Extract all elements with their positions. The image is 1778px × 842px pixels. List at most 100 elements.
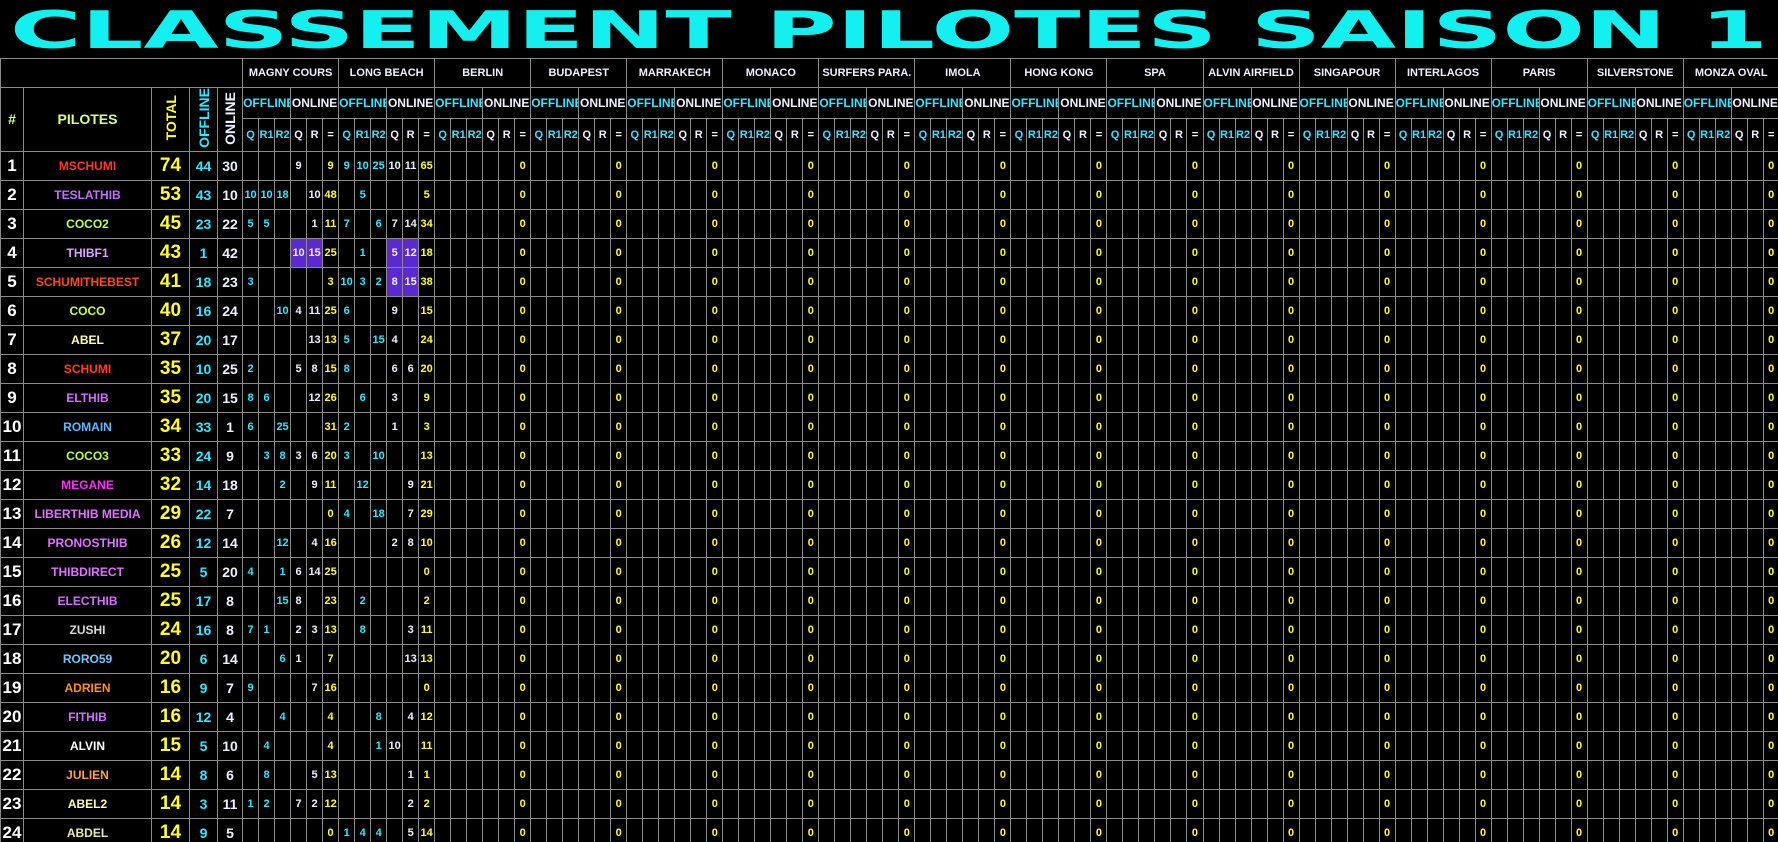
race-result: [1202, 208, 1220, 239]
race-result: [1426, 817, 1444, 842]
race-result: [866, 440, 884, 471]
race-result: [946, 266, 964, 297]
race-result: [1250, 179, 1268, 210]
race-result: [498, 295, 516, 326]
race-total: 0: [514, 585, 532, 616]
race-result: [738, 817, 756, 842]
race-result: [1314, 266, 1332, 297]
race-result: [1442, 788, 1460, 819]
sub-header: R1: [258, 118, 276, 152]
race-result: [1058, 498, 1076, 529]
race-result: [1634, 324, 1652, 355]
race-result: [1346, 614, 1364, 645]
race-result: [482, 672, 500, 703]
race-result: [1138, 324, 1156, 355]
race-result: [338, 730, 356, 761]
race-total: 0: [802, 527, 820, 558]
race-result: [1074, 701, 1092, 732]
race-result: [754, 469, 772, 500]
race-result: [946, 759, 964, 790]
race-result: 4: [370, 817, 388, 842]
race-total: 13: [418, 440, 436, 471]
race-result: [930, 353, 948, 384]
race-result: [1074, 295, 1092, 326]
race-result: [946, 817, 964, 842]
sub-header: R: [1554, 118, 1572, 152]
race-result: [1250, 585, 1268, 616]
race-result: [1154, 469, 1172, 500]
sub-header: R2: [1330, 118, 1348, 152]
race-result: 3: [338, 440, 356, 471]
race-result: [866, 469, 884, 500]
race-result: [1234, 585, 1252, 616]
race-result: [1026, 614, 1044, 645]
race-result: [1266, 440, 1284, 471]
race-result: [1122, 614, 1140, 645]
race-result: [1362, 353, 1380, 384]
sub-header: Q: [1250, 118, 1268, 152]
race-result: [402, 672, 420, 703]
race-result: [914, 179, 932, 210]
race-result: [722, 672, 740, 703]
total: 25: [151, 585, 190, 616]
race-result: [1394, 527, 1412, 558]
race-result: [1410, 730, 1428, 761]
race-result: [674, 730, 692, 761]
race-result: [498, 266, 516, 297]
race-result: [1714, 788, 1732, 819]
pilot-row: 22 JULIEN 14 8 6 8 5 13 1 1 0 0 0 0 0 0 0 0 0 0 0 0 0 0: [0, 759, 1778, 790]
race-result: [1618, 672, 1636, 703]
online-header: ONLINE: [1346, 86, 1396, 120]
race-result: [306, 585, 324, 616]
race-total: 0: [1570, 672, 1588, 703]
race-result: 10: [290, 237, 308, 268]
race-result: [370, 585, 388, 616]
race-result: 6: [354, 382, 372, 413]
sub-header: R: [882, 118, 900, 152]
race-result: [1058, 353, 1076, 384]
pilot-name: ELECTHIB: [23, 585, 152, 616]
race-total: 0: [1186, 208, 1204, 239]
race-result: [946, 556, 964, 587]
race-result: [354, 498, 372, 529]
sub-header: R2: [1042, 118, 1060, 152]
race-result: [674, 208, 692, 239]
race-result: [1458, 527, 1476, 558]
race-result: [1554, 411, 1572, 442]
race-result: [1714, 324, 1732, 355]
race-result: [626, 498, 644, 529]
race-result: [1234, 353, 1252, 384]
race-result: [1458, 469, 1476, 500]
race-result: [354, 759, 372, 790]
race-result: [1490, 179, 1508, 210]
race-result: [402, 556, 420, 587]
race-result: [434, 353, 452, 384]
race-result: [530, 643, 548, 674]
race-result: [434, 556, 452, 587]
race-result: [1218, 585, 1236, 616]
race-result: [786, 266, 804, 297]
race-total: 0: [802, 585, 820, 616]
race-total: 0: [514, 643, 532, 674]
race-result: 1: [258, 614, 276, 645]
race-result: [546, 440, 564, 471]
race-result: [946, 672, 964, 703]
race-result: [1442, 672, 1460, 703]
pilot-row: 19 ADRIEN 16 9 7 9 7 16 0 0 0 0 0 0 0 0 0 0 0 0 0 0 0: [0, 672, 1778, 703]
race-result: [562, 179, 580, 210]
race-result: [1362, 759, 1380, 790]
race-result: [1602, 150, 1620, 181]
race-total: 0: [1570, 817, 1588, 842]
race-result: [338, 237, 356, 268]
race-total: 0: [1474, 237, 1492, 268]
sub-header: =: [1186, 118, 1204, 152]
race-result: [626, 759, 644, 790]
race-result: [1602, 440, 1620, 471]
race-result: 10: [338, 266, 356, 297]
race-result: [434, 817, 452, 842]
race-total: 0: [1666, 295, 1684, 326]
race-total: 0: [706, 266, 724, 297]
race-result: [1730, 324, 1748, 355]
race-result: [1314, 498, 1332, 529]
race-result: 13: [306, 324, 324, 355]
